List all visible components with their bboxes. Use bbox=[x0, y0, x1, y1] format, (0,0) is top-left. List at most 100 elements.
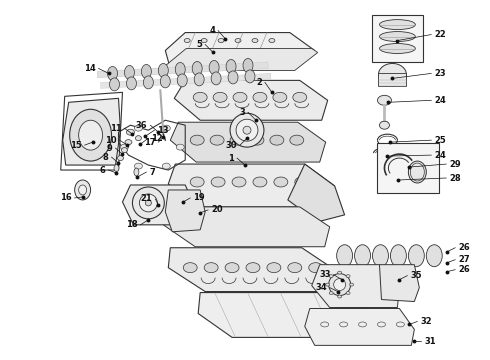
Polygon shape bbox=[288, 164, 344, 222]
Polygon shape bbox=[379, 265, 419, 302]
Text: 5: 5 bbox=[196, 40, 202, 49]
Text: 20: 20 bbox=[211, 206, 223, 215]
Ellipse shape bbox=[293, 92, 307, 102]
Text: 10: 10 bbox=[105, 136, 117, 145]
Text: 36: 36 bbox=[136, 121, 147, 130]
Ellipse shape bbox=[230, 113, 264, 147]
Ellipse shape bbox=[378, 63, 406, 85]
Ellipse shape bbox=[134, 168, 139, 176]
Ellipse shape bbox=[290, 135, 304, 145]
Ellipse shape bbox=[144, 76, 153, 89]
Ellipse shape bbox=[253, 177, 267, 187]
Text: 28: 28 bbox=[449, 174, 461, 183]
Ellipse shape bbox=[329, 275, 333, 278]
Ellipse shape bbox=[175, 62, 185, 76]
Ellipse shape bbox=[250, 135, 264, 145]
Text: 12: 12 bbox=[151, 134, 163, 143]
Text: 32: 32 bbox=[420, 317, 432, 326]
Ellipse shape bbox=[107, 67, 118, 80]
Ellipse shape bbox=[114, 165, 119, 171]
Ellipse shape bbox=[408, 161, 426, 183]
Ellipse shape bbox=[162, 125, 171, 131]
Text: 17: 17 bbox=[144, 138, 155, 147]
Polygon shape bbox=[165, 190, 205, 232]
Ellipse shape bbox=[235, 39, 241, 42]
Ellipse shape bbox=[78, 120, 102, 150]
Polygon shape bbox=[163, 49, 318, 71]
Polygon shape bbox=[171, 122, 326, 162]
Ellipse shape bbox=[288, 263, 302, 273]
Ellipse shape bbox=[125, 140, 132, 145]
Text: 11: 11 bbox=[110, 124, 122, 133]
Ellipse shape bbox=[177, 74, 187, 87]
Ellipse shape bbox=[124, 66, 134, 80]
Ellipse shape bbox=[338, 271, 342, 274]
Ellipse shape bbox=[204, 263, 218, 273]
Polygon shape bbox=[168, 164, 335, 207]
Ellipse shape bbox=[126, 77, 136, 90]
Polygon shape bbox=[163, 207, 330, 247]
Ellipse shape bbox=[78, 185, 87, 195]
Ellipse shape bbox=[230, 135, 244, 145]
Ellipse shape bbox=[245, 70, 255, 83]
Ellipse shape bbox=[140, 194, 157, 212]
Ellipse shape bbox=[377, 95, 392, 105]
Ellipse shape bbox=[121, 144, 128, 150]
Text: 33: 33 bbox=[319, 270, 331, 279]
Text: 7: 7 bbox=[149, 167, 155, 176]
Ellipse shape bbox=[70, 109, 112, 161]
Text: 34: 34 bbox=[315, 283, 327, 292]
Text: 24: 24 bbox=[434, 150, 446, 159]
Ellipse shape bbox=[146, 200, 151, 206]
Text: 27: 27 bbox=[458, 255, 470, 264]
Ellipse shape bbox=[201, 39, 207, 42]
Polygon shape bbox=[312, 265, 399, 307]
Polygon shape bbox=[122, 185, 195, 225]
Text: 6: 6 bbox=[99, 166, 105, 175]
Ellipse shape bbox=[270, 135, 284, 145]
Text: 4: 4 bbox=[209, 26, 215, 35]
Text: 26: 26 bbox=[458, 265, 470, 274]
Text: 15: 15 bbox=[70, 141, 82, 150]
Text: 3: 3 bbox=[239, 108, 245, 117]
Polygon shape bbox=[168, 248, 338, 292]
Ellipse shape bbox=[160, 75, 171, 88]
Ellipse shape bbox=[211, 72, 221, 85]
Ellipse shape bbox=[192, 62, 202, 75]
Ellipse shape bbox=[162, 163, 171, 169]
Bar bbox=[371, 15, 423, 62]
Ellipse shape bbox=[334, 279, 345, 291]
Text: 18: 18 bbox=[126, 220, 137, 229]
Ellipse shape bbox=[273, 92, 287, 102]
Ellipse shape bbox=[233, 92, 247, 102]
Ellipse shape bbox=[209, 60, 219, 75]
Text: 1: 1 bbox=[228, 154, 234, 163]
Ellipse shape bbox=[135, 136, 142, 141]
Ellipse shape bbox=[218, 39, 224, 42]
Ellipse shape bbox=[252, 39, 258, 42]
Polygon shape bbox=[305, 309, 415, 345]
Text: 21: 21 bbox=[141, 194, 152, 203]
Text: 24: 24 bbox=[434, 96, 446, 105]
Ellipse shape bbox=[349, 283, 354, 286]
Ellipse shape bbox=[391, 245, 406, 267]
Ellipse shape bbox=[426, 245, 442, 267]
Text: 19: 19 bbox=[193, 193, 205, 202]
Polygon shape bbox=[165, 32, 315, 68]
Ellipse shape bbox=[346, 275, 350, 278]
Ellipse shape bbox=[379, 32, 416, 41]
Ellipse shape bbox=[329, 292, 333, 294]
Ellipse shape bbox=[213, 92, 227, 102]
Ellipse shape bbox=[110, 78, 120, 91]
Ellipse shape bbox=[184, 39, 190, 42]
Ellipse shape bbox=[379, 121, 390, 129]
Ellipse shape bbox=[126, 129, 134, 135]
Ellipse shape bbox=[355, 245, 370, 267]
Ellipse shape bbox=[326, 283, 330, 286]
Ellipse shape bbox=[309, 263, 323, 273]
Text: 22: 22 bbox=[434, 30, 446, 39]
Ellipse shape bbox=[122, 148, 127, 153]
Text: 14: 14 bbox=[84, 64, 96, 73]
Ellipse shape bbox=[134, 163, 143, 169]
Ellipse shape bbox=[183, 263, 197, 273]
